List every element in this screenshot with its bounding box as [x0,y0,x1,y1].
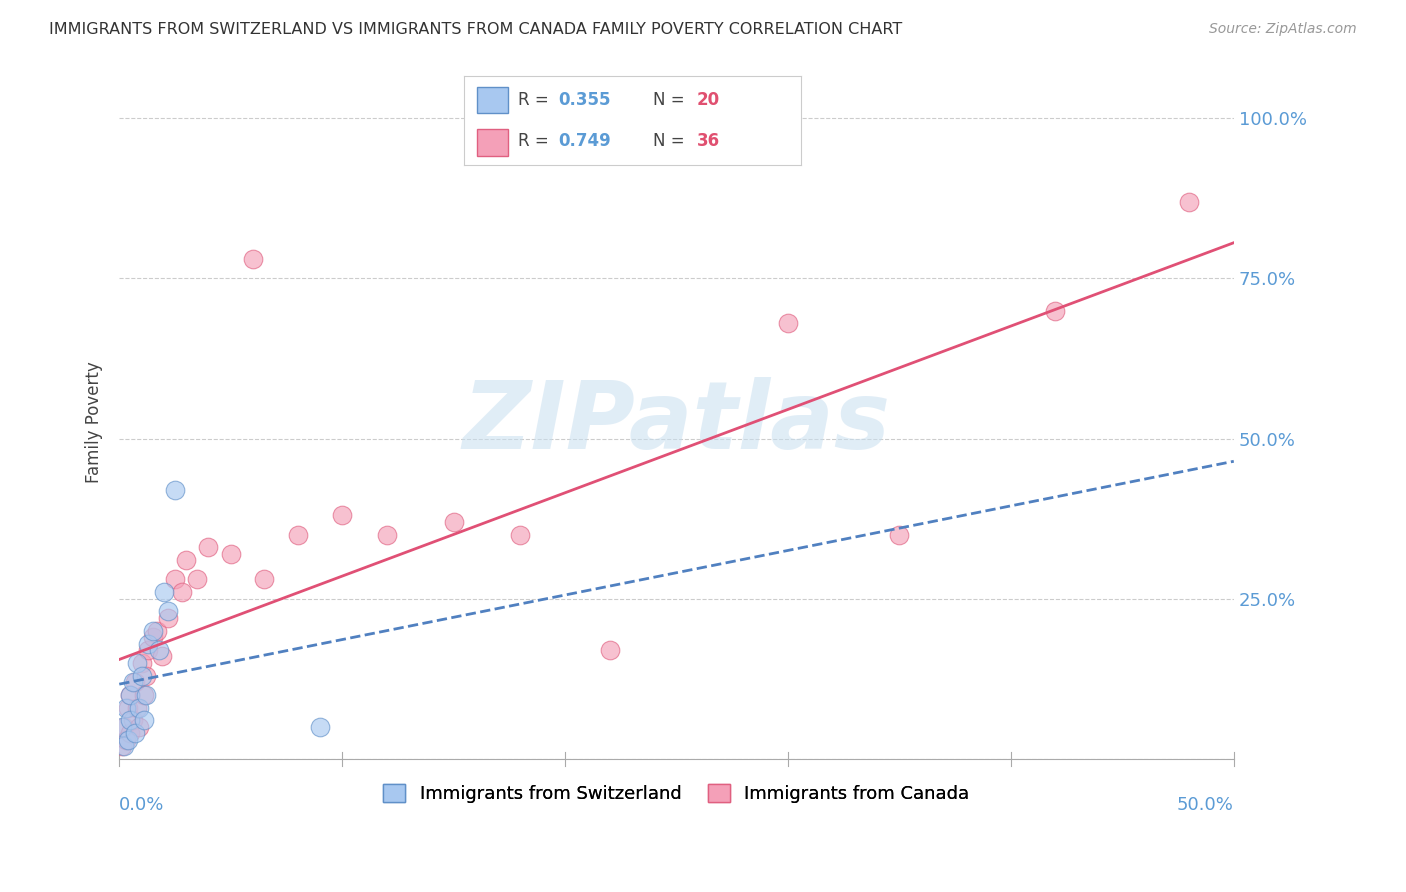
Point [889,527,911,541]
Point [115,700,138,714]
Point [150,649,173,664]
Text: 0.355: 0.355 [558,91,612,109]
Point [117,700,139,714]
Point [115,732,138,747]
Point [253,573,276,587]
Point [124,675,146,690]
Point [131,668,153,682]
Point [163,573,186,587]
Point [112,720,135,734]
Point [197,541,219,555]
Point [112,739,135,753]
Point [117,732,139,747]
FancyBboxPatch shape [478,129,508,156]
Point [120,726,142,740]
Point [443,515,465,529]
Point [599,643,621,657]
Point [242,252,264,267]
Point [110,720,132,734]
Point [121,714,143,728]
Text: R =: R = [517,132,554,150]
Point [120,714,142,728]
Point [128,720,150,734]
Point [174,553,197,567]
Text: 0.0%: 0.0% [120,796,165,814]
Point [132,714,155,728]
Point [153,585,176,599]
Point [128,700,150,714]
Point [120,688,142,702]
Point [131,656,153,670]
Point [1178,194,1201,209]
Text: Source: ZipAtlas.com: Source: ZipAtlas.com [1209,22,1357,37]
Point [135,688,157,702]
Point [219,547,242,561]
Text: 36: 36 [697,132,720,150]
Text: R =: R = [517,91,554,109]
Point [157,611,180,625]
Point [124,726,146,740]
Point [509,527,531,541]
Point [127,656,149,670]
Point [120,688,142,702]
Text: 0.749: 0.749 [558,132,612,150]
Text: N =: N = [652,132,690,150]
Y-axis label: Family Poverty: Family Poverty [86,361,103,483]
Point [375,527,398,541]
Point [136,636,159,650]
Point [135,668,157,682]
Text: 20: 20 [697,91,720,109]
Point [157,605,180,619]
Point [776,316,799,330]
Point [170,585,193,599]
Point [132,688,155,702]
Point [148,643,170,657]
Point [1045,303,1067,318]
Point [142,624,165,638]
Point [186,573,208,587]
FancyBboxPatch shape [478,87,508,113]
Text: IMMIGRANTS FROM SWITZERLAND VS IMMIGRANTS FROM CANADA FAMILY POVERTY CORRELATION: IMMIGRANTS FROM SWITZERLAND VS IMMIGRANT… [49,22,903,37]
Point [110,739,132,753]
Point [146,624,169,638]
Point [287,527,309,541]
Text: N =: N = [652,91,690,109]
Point [121,675,143,690]
Text: ZIPatlas: ZIPatlas [463,376,890,468]
Legend: Immigrants from Switzerland, Immigrants from Canada: Immigrants from Switzerland, Immigrants … [377,776,977,810]
Point [127,700,149,714]
Point [136,643,159,657]
Point [142,630,165,644]
Point [163,483,186,497]
Text: 50.0%: 50.0% [1177,796,1234,814]
Point [309,720,332,734]
Point [330,508,353,523]
